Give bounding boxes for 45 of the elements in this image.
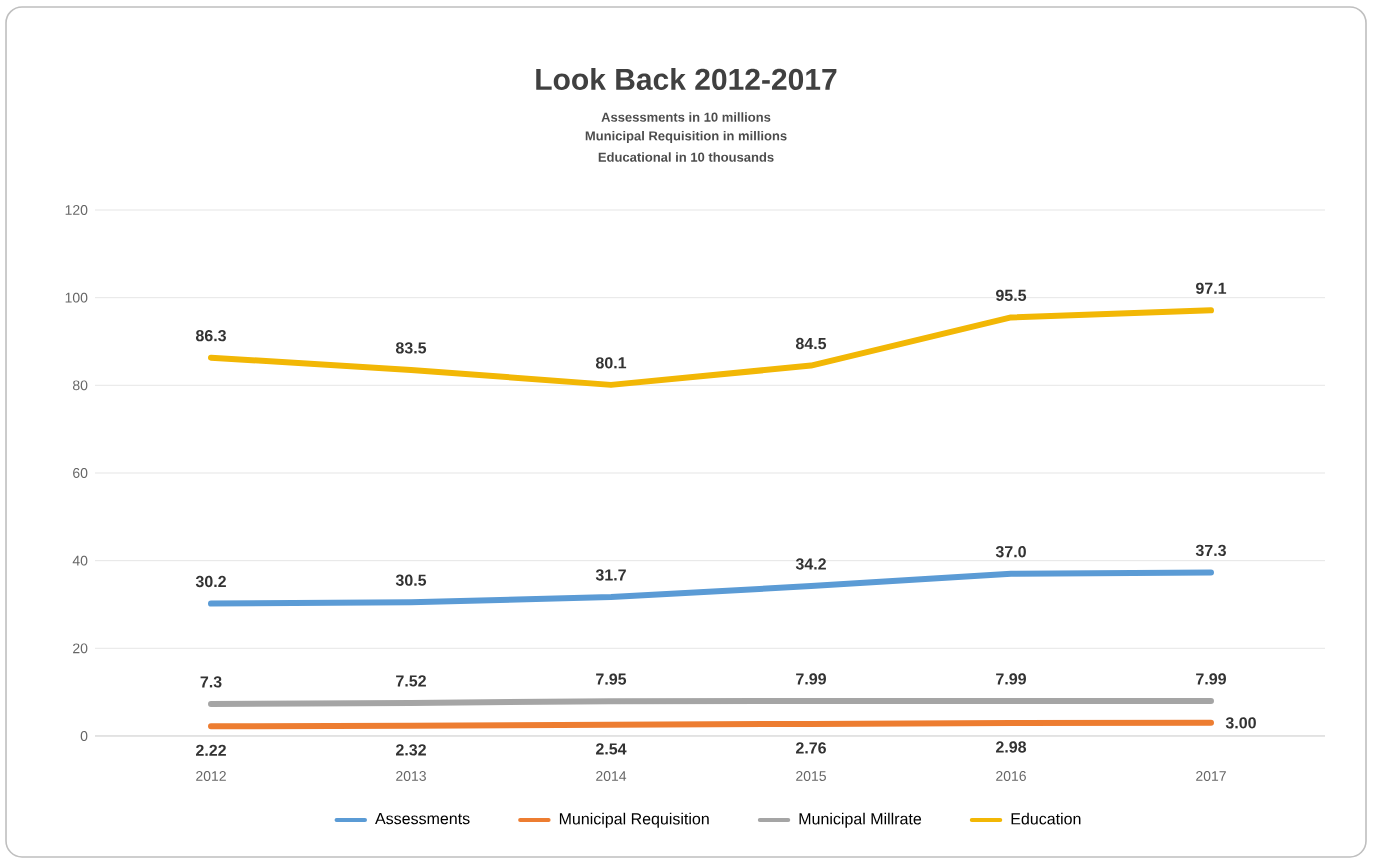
data-label: 86.3 <box>195 329 226 342</box>
text: Municipal Requisition in millions <box>585 130 787 144</box>
data-label: 2.22 <box>196 744 226 756</box>
x-tick-label: 2016 <box>996 771 1026 781</box>
x-tick-label: 2012 <box>196 771 226 781</box>
y-tick-label: 0 <box>80 731 88 741</box>
data-label: 7.99 <box>796 673 826 685</box>
data-label: 7.52 <box>396 675 426 687</box>
data-label: 95.5 <box>996 289 1027 301</box>
data-label: 37.3 <box>1195 544 1226 557</box>
data-label: 97.1 <box>1195 282 1227 294</box>
data-label: 37.0 <box>995 546 1026 558</box>
data-label: 3.00 <box>1225 717 1256 729</box>
x-tick-label: 2017 <box>1196 771 1226 781</box>
text: Educational in 10 thousands <box>598 152 774 162</box>
data-label: 7.99 <box>1196 673 1226 685</box>
data-label: 30.2 <box>195 575 226 588</box>
data-label: 83.5 <box>395 342 427 354</box>
y-tick-label: 40 <box>72 555 88 566</box>
legend-label: Education <box>1011 812 1081 825</box>
data-label: 2.98 <box>996 741 1027 753</box>
x-tick-label: 2015 <box>796 771 826 781</box>
data-label: 7.3 <box>200 676 222 688</box>
data-label: 2.76 <box>796 742 826 754</box>
legend-label: Municipal Requisition <box>559 812 709 828</box>
y-tick-label: 100 <box>65 292 88 303</box>
y-tick-label: 80 <box>72 380 88 391</box>
chart-title: Look Back 2012-2017 <box>536 67 837 90</box>
data-label: 80.1 <box>595 357 627 369</box>
y-tick-label: 20 <box>73 643 88 654</box>
data-label: 30.5 <box>395 574 427 586</box>
chart-subtitle: Assessments in 10 millions <box>601 112 771 122</box>
data-label: 2.54 <box>596 743 627 755</box>
data-label: 2.32 <box>396 744 426 756</box>
data-label: 84.5 <box>795 337 827 350</box>
data-label: 7.99 <box>996 673 1026 685</box>
x-tick-label: 2013 <box>396 771 426 781</box>
x-tick-label: 2014 <box>596 771 627 781</box>
legend-label: Municipal Millrate <box>799 812 922 828</box>
data-label: 34.2 <box>795 558 826 570</box>
y-tick-label: 120 <box>65 205 88 215</box>
data-label: 31.7 <box>595 569 626 581</box>
legend-label: Assessments <box>375 813 470 825</box>
y-tick-label: 60 <box>73 468 88 478</box>
data-label: 7.95 <box>596 673 627 685</box>
